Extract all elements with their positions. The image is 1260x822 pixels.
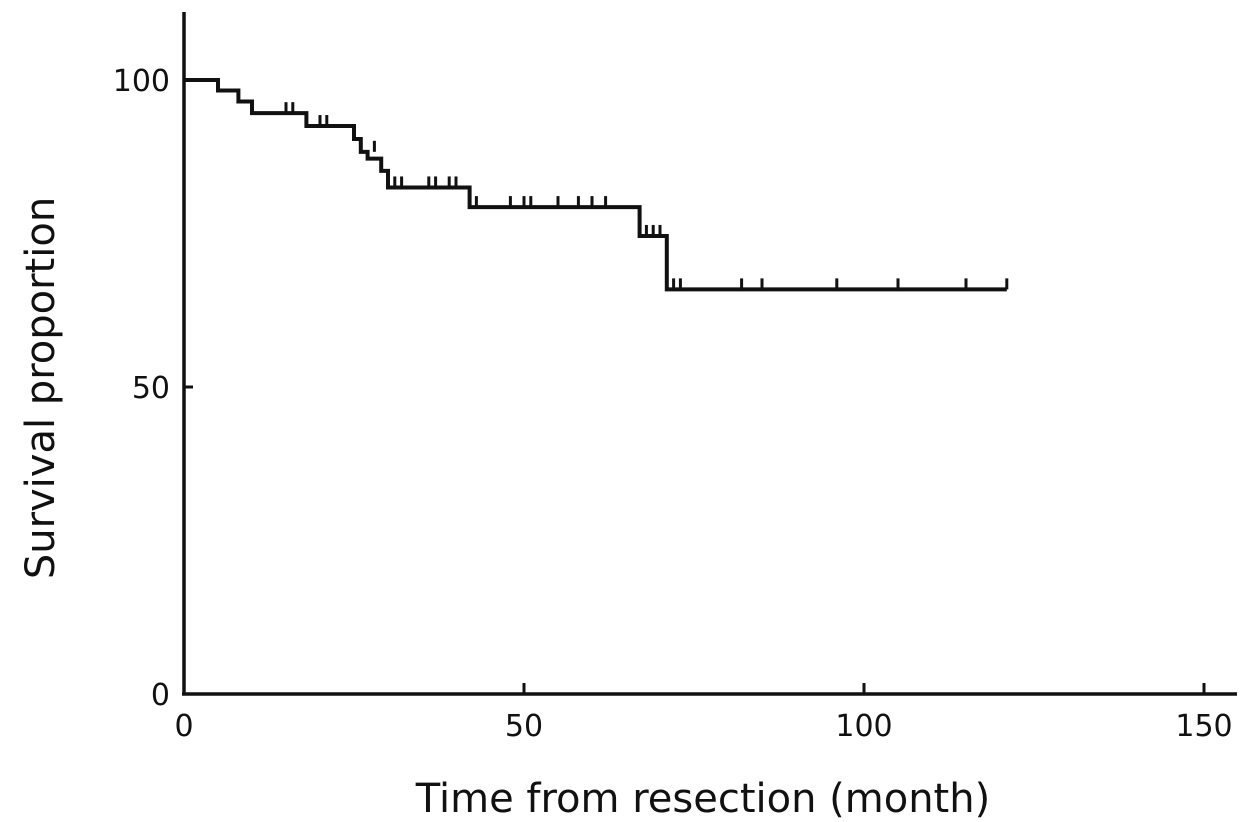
tick-labels: 0 50 100 150 0 50 100 [113,64,1233,744]
y-tick-label: 0 [151,678,170,713]
y-axis-title: Survival proportion [18,197,64,579]
series [184,78,1009,292]
x-tick-label: 0 [174,709,193,744]
x-tick-label: 100 [835,709,892,744]
x-axis-title: Time from resection (month) [415,776,990,822]
ticks [182,78,1206,696]
y-tick-label: 50 [132,371,170,406]
x-tick-label: 150 [1175,709,1232,744]
survival-curve [184,78,1007,292]
y-tick-label: 100 [113,64,170,99]
x-tick-label: 50 [505,709,543,744]
axes [182,12,1237,696]
